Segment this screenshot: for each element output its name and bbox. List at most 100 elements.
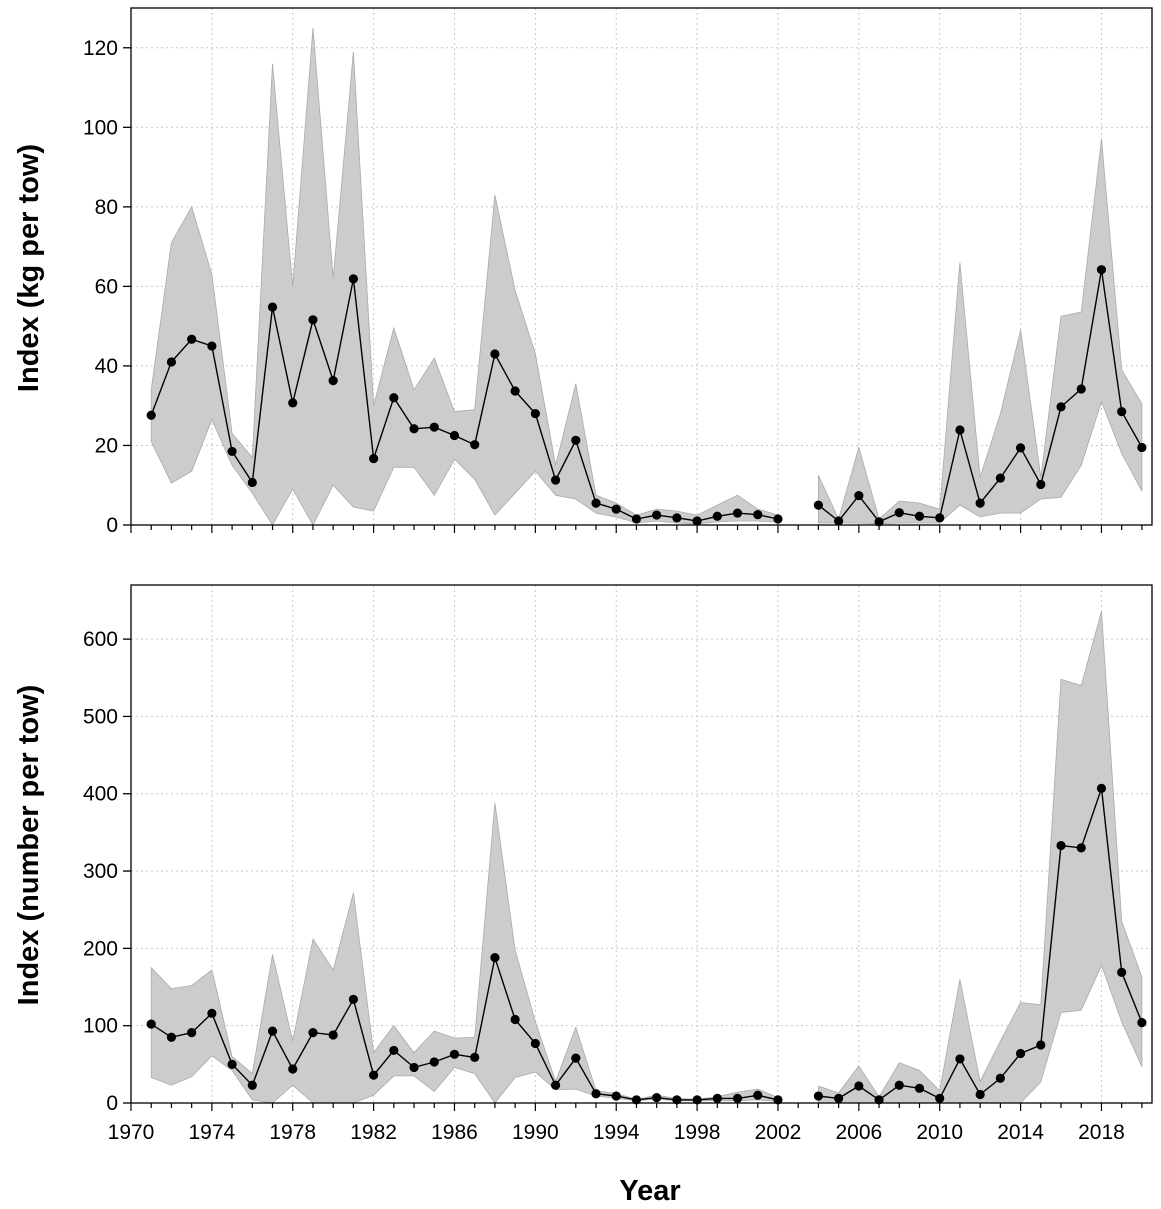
data-point xyxy=(895,1081,904,1090)
data-point xyxy=(773,514,782,523)
data-point xyxy=(187,335,196,344)
y-axis-title-top: Index (kg per tow) xyxy=(13,144,45,392)
data-point xyxy=(1097,784,1106,793)
x-tick-label: 2010 xyxy=(916,1121,963,1144)
data-point xyxy=(409,424,418,433)
data-point xyxy=(733,508,742,517)
data-point xyxy=(713,512,722,521)
data-point xyxy=(915,512,924,521)
data-point xyxy=(389,393,398,402)
confidence-band xyxy=(818,139,1142,524)
data-point xyxy=(308,315,317,324)
data-point xyxy=(591,1089,600,1098)
data-point xyxy=(511,1015,520,1024)
data-point xyxy=(814,1091,823,1100)
data-point xyxy=(409,1063,418,1072)
data-point xyxy=(430,1057,439,1066)
x-tick-label: 2014 xyxy=(997,1121,1044,1144)
data-point xyxy=(490,349,499,358)
data-point xyxy=(571,1054,580,1063)
data-point xyxy=(976,499,985,508)
data-point xyxy=(814,501,823,510)
data-point xyxy=(612,1091,621,1100)
x-tick-label: 1974 xyxy=(189,1121,236,1144)
data-point xyxy=(470,440,479,449)
data-point xyxy=(935,1094,944,1103)
data-point xyxy=(167,1033,176,1042)
data-point xyxy=(1117,407,1126,416)
data-point xyxy=(733,1094,742,1103)
confidence-band xyxy=(151,28,778,525)
data-point xyxy=(511,386,520,395)
data-point xyxy=(207,1009,216,1018)
y-tick-label: 60 xyxy=(95,275,118,298)
data-point xyxy=(652,1093,661,1102)
data-point xyxy=(1137,1018,1146,1027)
data-point xyxy=(329,1030,338,1039)
data-point xyxy=(1117,968,1126,977)
x-tick-label: 1994 xyxy=(593,1121,640,1144)
panel-bottom-number-per-tow: 01002003004005006001970 1974 1978 1982 1986 1… xyxy=(83,585,1152,1144)
data-point xyxy=(753,510,762,519)
data-point xyxy=(551,1081,560,1090)
data-point xyxy=(147,1020,156,1029)
data-point xyxy=(349,995,358,1004)
data-point xyxy=(450,431,459,440)
y-axis-title-bottom: Index (number per tow) xyxy=(13,685,45,1006)
data-point xyxy=(996,1074,1005,1083)
data-point xyxy=(1077,384,1086,393)
x-tick-label: 2002 xyxy=(755,1121,802,1144)
data-point xyxy=(834,516,843,525)
data-point xyxy=(834,1094,843,1103)
data-point xyxy=(672,513,681,522)
x-tick-label: 1982 xyxy=(350,1121,397,1144)
y-tick-label: 600 xyxy=(83,628,118,651)
x-tick-label: 1986 xyxy=(431,1121,478,1144)
data-point xyxy=(268,1026,277,1035)
data-point xyxy=(369,1071,378,1080)
data-point xyxy=(349,274,358,283)
data-point xyxy=(612,504,621,513)
data-point xyxy=(915,1084,924,1093)
y-tick-label: 400 xyxy=(83,783,118,806)
data-point xyxy=(288,1064,297,1073)
data-point xyxy=(531,409,540,418)
data-point xyxy=(490,953,499,962)
data-point xyxy=(1056,402,1065,411)
data-point xyxy=(470,1053,479,1062)
data-point xyxy=(248,1081,257,1090)
data-point xyxy=(935,513,944,522)
data-point xyxy=(1036,1040,1045,1049)
panel-top-kg-per-tow: 0 20 40 60 80 100 120 xyxy=(83,8,1152,537)
data-point xyxy=(895,508,904,517)
data-point xyxy=(551,475,560,484)
y-tick-label: 200 xyxy=(83,937,118,960)
y-tick-label: 500 xyxy=(83,705,118,728)
confidence-band xyxy=(151,803,778,1103)
data-point xyxy=(369,454,378,463)
data-point xyxy=(1016,443,1025,452)
data-point xyxy=(692,516,701,525)
x-tick-label: 1990 xyxy=(512,1121,559,1144)
data-point xyxy=(1056,841,1065,850)
y-tick-label: 100 xyxy=(83,1015,118,1038)
data-point xyxy=(207,341,216,350)
data-point xyxy=(571,436,580,445)
data-point xyxy=(996,473,1005,482)
data-point xyxy=(1097,265,1106,274)
data-point xyxy=(187,1028,196,1037)
data-point xyxy=(652,510,661,519)
y-tick-label: 40 xyxy=(95,355,118,378)
y-tick-label: 300 xyxy=(83,860,118,883)
y-tick-label: 100 xyxy=(83,116,118,139)
index-line xyxy=(151,958,778,1100)
data-point xyxy=(227,447,236,456)
y-tick-label: 20 xyxy=(95,434,118,457)
y-tick-label: 0 xyxy=(106,514,118,537)
data-point xyxy=(147,411,156,420)
data-point xyxy=(329,376,338,385)
data-point xyxy=(854,1081,863,1090)
data-point xyxy=(976,1090,985,1099)
data-point xyxy=(531,1039,540,1048)
